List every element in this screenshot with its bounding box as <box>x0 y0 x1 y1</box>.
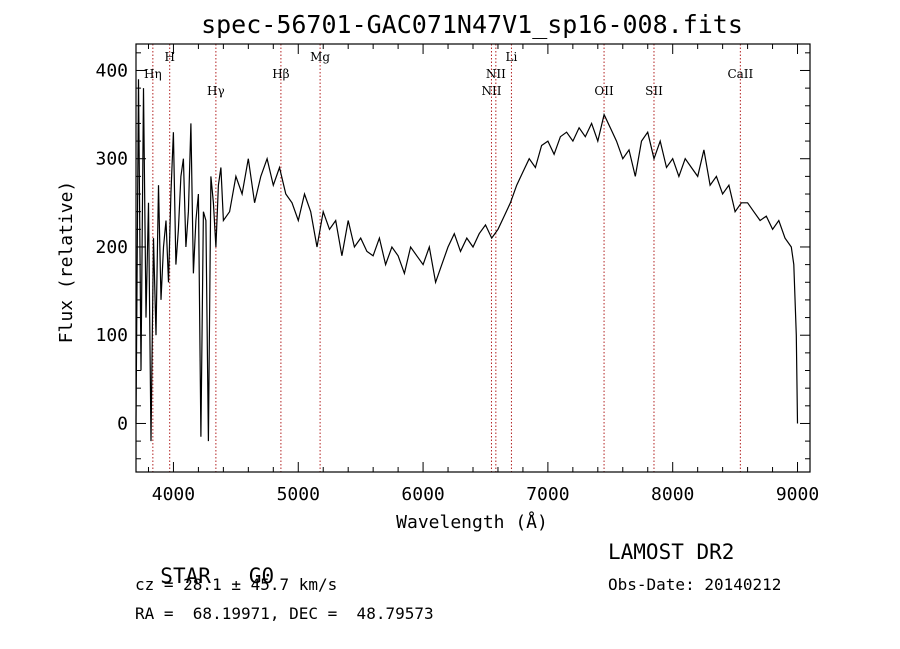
y-tick-label: 100 <box>95 325 128 346</box>
y-tick-label: 200 <box>95 237 128 258</box>
x-axis-label: Wavelength (Å) <box>396 511 548 533</box>
line-label-3: Hβ <box>272 67 289 81</box>
line-label-5: NII <box>481 84 501 98</box>
x-tick-label: 7000 <box>526 484 569 505</box>
subclass-label: G0 <box>248 564 275 588</box>
plot-frame <box>135 43 811 473</box>
spectral-class: STAR G0 <box>135 540 274 588</box>
spectrum-line <box>135 79 799 442</box>
x-tick-label: 5000 <box>277 484 320 505</box>
line-label-7: Li <box>506 50 518 64</box>
line-label-8: OII <box>594 84 614 98</box>
x-tick-label: 8000 <box>651 484 694 505</box>
line-label-1: H <box>164 50 174 64</box>
axis-ticks: 4000 5000 6000 7000 8000 9000 0 100 200 300 400 <box>95 44 819 505</box>
class-label: STAR <box>160 564 211 588</box>
line-label-9: SII <box>645 84 663 98</box>
survey-label: LAMOST DR2 <box>608 540 735 564</box>
line-label-2: Hγ <box>207 84 225 98</box>
redshift-text: cz = 28.1 ± 45.7 km/s <box>135 575 338 594</box>
chart-title: spec-56701-GAC071N47V1_sp16-008.fits <box>201 10 743 39</box>
x-tick-label: 6000 <box>401 484 444 505</box>
coordinates-text: RA = 68.19971, DEC = 48.79573 <box>135 604 434 623</box>
line-label-6: NII <box>486 67 506 81</box>
line-label-10: CaII <box>727 67 753 81</box>
x-tick-label: 4000 <box>152 484 195 505</box>
y-axis-label: Flux (relative) <box>56 181 77 344</box>
y-tick-label: 0 <box>117 413 128 434</box>
x-tick-label: 9000 <box>776 484 819 505</box>
line-label-0: Hη <box>144 67 162 81</box>
obs-date-text: Obs-Date: 20140212 <box>608 575 782 594</box>
y-tick-label: 300 <box>95 149 128 170</box>
line-label-4: Mg <box>310 50 330 64</box>
y-tick-label: 400 <box>95 60 128 81</box>
